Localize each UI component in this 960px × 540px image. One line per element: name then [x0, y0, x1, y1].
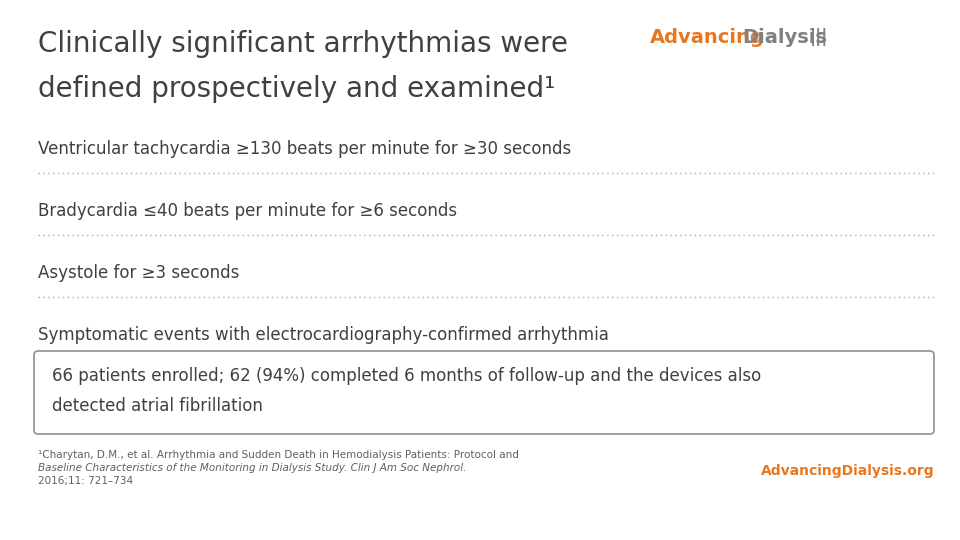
Text: Baseline Characteristics of the Monitoring in Dialysis Study. Clin J Am Soc Neph: Baseline Characteristics of the Monitori… — [38, 463, 467, 473]
Text: ¹Charytan, D.M., et al. Arrhythmia and Sudden Death in Hemodialysis Patients: Pr: ¹Charytan, D.M., et al. Arrhythmia and S… — [38, 450, 518, 460]
Text: Clinically significant arrhythmias were: Clinically significant arrhythmias were — [38, 30, 568, 58]
Text: Advancing: Advancing — [650, 28, 765, 47]
Text: 2016;11: 721–734: 2016;11: 721–734 — [38, 476, 133, 486]
Text: detected atrial fibrillation: detected atrial fibrillation — [52, 397, 263, 415]
Text: 66 patients enrolled; 62 (94%) completed 6 months of follow-up and the devices a: 66 patients enrolled; 62 (94%) completed… — [52, 367, 761, 385]
FancyBboxPatch shape — [34, 351, 934, 434]
Text: AdvancingDialysis.org: AdvancingDialysis.org — [761, 464, 935, 478]
Text: Ventricular tachycardia ≥130 beats per minute for ≥30 seconds: Ventricular tachycardia ≥130 beats per m… — [38, 140, 571, 158]
Text: Asystole for ≥3 seconds: Asystole for ≥3 seconds — [38, 264, 239, 282]
Text: Bradycardia ≤40 beats per minute for ≥6 seconds: Bradycardia ≤40 beats per minute for ≥6 … — [38, 202, 457, 220]
Text: Dialysis: Dialysis — [742, 28, 827, 47]
Text: |||: ||| — [810, 28, 828, 46]
Text: defined prospectively and examined¹: defined prospectively and examined¹ — [38, 75, 555, 103]
Text: Symptomatic events with electrocardiography-confirmed arrhythmia: Symptomatic events with electrocardiogra… — [38, 326, 609, 344]
